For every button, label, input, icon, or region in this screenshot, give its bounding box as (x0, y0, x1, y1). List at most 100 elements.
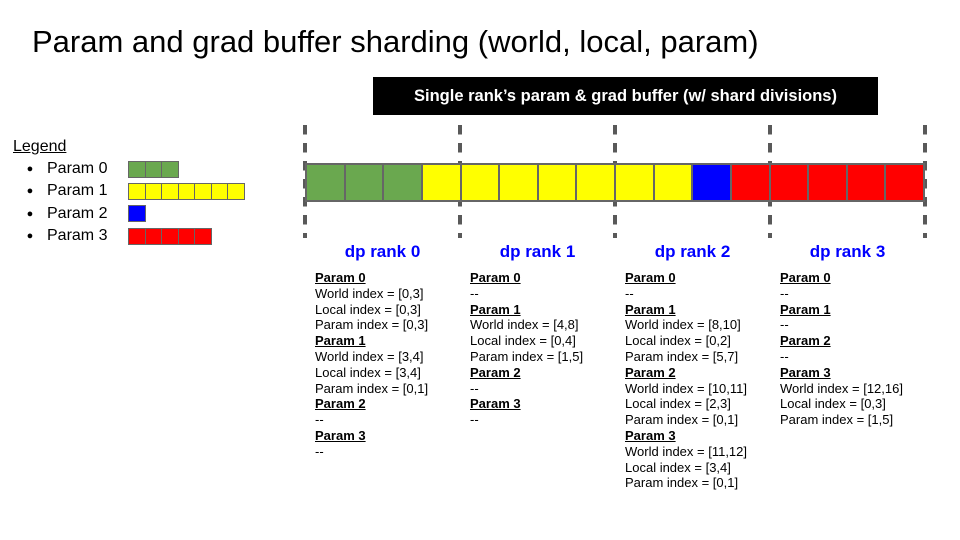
param-entry-line: Local index = [3,4] (315, 364, 421, 380)
buffer-cell-param3 (807, 163, 848, 202)
buffer-cell-param1 (652, 163, 694, 202)
param-entry-line: -- (470, 285, 479, 301)
legend-swatch-cell (177, 182, 196, 200)
param-entry-line: Local index = [3,4] (625, 459, 731, 475)
param-entry-name: Param 3 (315, 427, 366, 443)
dp-rank-label-1: dp rank 1 (499, 242, 576, 261)
param-entry-line: -- (780, 317, 789, 333)
buffer-banner-label: Single rank’s param & grad buffer (w/ sh… (414, 86, 837, 105)
param-entry-name: Param 1 (315, 333, 366, 349)
dp-rank-label-2: dp rank 2 (654, 242, 731, 261)
param-grad-buffer-bar (305, 163, 925, 202)
legend-swatch-cell (177, 227, 196, 245)
legend-item-label: Param 3 (47, 227, 108, 245)
dp-rank-column-3: Param 0 -- Param 1 -- Param 2 -- Param 3 World … (780, 270, 932, 428)
buffer-banner: Single rank’s param & grad buffer (w/ sh… (373, 77, 878, 115)
legend-swatch-cell (210, 182, 229, 200)
buffer-cell-param3 (768, 163, 810, 202)
param-entry-line: Local index = [0,2] (625, 333, 731, 349)
param-entry-line: World index = [4,8] (470, 317, 579, 333)
buffer-cell-param1 (614, 163, 655, 202)
buffer-cell-param3 (845, 163, 887, 202)
param-entry-line: World index = [3,4] (315, 348, 424, 364)
param-entry-name: Param 2 (315, 396, 366, 412)
legend-swatch-cell (161, 227, 179, 245)
legend-item-param-2: ● Param 2 (13, 204, 146, 224)
buffer-cell-param1 (498, 163, 539, 202)
dp-rank-column-2: Param 0 -- Param 1 World index = [8,10] Loca… (625, 270, 777, 491)
param-entry-line: Param index = [0,3] (315, 317, 429, 333)
param-entry-name: Param 0 (780, 270, 831, 285)
param-entry-line: -- (625, 285, 634, 301)
legend-swatch-cell (227, 182, 245, 200)
legend-item-param-1: ● Param 1 (13, 181, 245, 201)
param-entry-name: Param 0 (625, 270, 676, 285)
legend-item-label: Param 2 (47, 204, 108, 222)
legend-swatch-cell (144, 227, 163, 245)
legend-heading: Legend (13, 138, 67, 155)
param-entry-line: World index = [12,16] (780, 380, 903, 396)
legend-swatch-cell (144, 160, 163, 178)
param-entry-line: Local index = [0,3] (780, 396, 886, 412)
param-entry-name: Param 3 (470, 396, 521, 412)
param-entry-name: Param 2 (625, 364, 676, 380)
param-entry-line: World index = [10,11] (625, 380, 748, 396)
param-entry-name: Param 2 (470, 364, 521, 380)
legend-item-param-3: ● Param 3 (13, 226, 212, 246)
param-entry-line: -- (470, 380, 479, 396)
legend-swatch-cell (144, 182, 163, 200)
page-title: Param and grad buffer sharding (world, l… (32, 24, 759, 59)
legend-item-label: Param 0 (47, 160, 108, 177)
param-entry-line: Param index = [1,5] (780, 412, 894, 428)
param-entry-name: Param 2 (780, 333, 831, 349)
legend-swatch-cells (128, 160, 179, 178)
legend-item-param-0: ● Param 0 (13, 159, 179, 179)
param-entry-line: Local index = [2,3] (625, 396, 731, 412)
param-entry-name: Param 0 (470, 270, 521, 285)
buffer-cell-param0 (382, 163, 423, 202)
legend-swatch-cell (128, 160, 146, 178)
param-entry-name: Param 3 (625, 427, 676, 443)
legend-swatch-cells (128, 182, 245, 200)
param-entry-line: -- (780, 285, 789, 301)
buffer-cell-param1 (575, 163, 616, 202)
legend-swatch-cell (128, 205, 146, 223)
param-entry-line: -- (780, 348, 789, 364)
param-entry-line: Param index = [5,7] (625, 348, 739, 364)
legend-swatch-cell (161, 182, 179, 200)
dp-rank-label-3: dp rank 3 (809, 242, 886, 261)
buffer-cell-param0 (305, 163, 346, 202)
legend-swatch-cell (194, 227, 212, 245)
param-entry-line: Param index = [0,1] (315, 380, 429, 396)
param-entry-line: -- (315, 412, 324, 428)
dp-rank-label-0: dp rank 0 (344, 242, 421, 261)
param-entry-line: World index = [0,3] (315, 285, 424, 301)
dp-rank-column-0: Param 0 World index = [0,3] Local index = … (315, 270, 467, 460)
bullet-icon: ● (26, 185, 34, 198)
buffer-cell-param1 (536, 163, 578, 202)
bullet-icon: ● (26, 163, 34, 175)
param-entry-line: -- (470, 412, 479, 428)
param-entry-name: Param 1 (780, 301, 831, 317)
param-entry-name: Param 0 (315, 270, 366, 285)
buffer-cell-param2 (691, 163, 732, 202)
param-entry-line: Param index = [0,1] (625, 412, 739, 428)
param-entry-line: Param index = [0,1] (625, 475, 739, 491)
legend-swatch-cells (128, 227, 212, 245)
legend-swatch-cell (128, 182, 146, 200)
legend-swatch-cells (128, 205, 146, 223)
buffer-cell-param1 (459, 163, 501, 202)
param-entry-name: Param 1 (625, 301, 676, 317)
buffer-cell-param0 (343, 163, 385, 202)
bullet-icon: ● (26, 207, 34, 220)
param-entry-line: Param index = [1,5] (470, 348, 584, 364)
param-entry-name: Param 3 (780, 364, 831, 380)
legend-swatch-cell (194, 182, 212, 200)
param-entry-line: World index = [11,12] (625, 443, 748, 459)
legend-swatch-cell (128, 227, 146, 245)
buffer-cell-param3 (884, 163, 925, 202)
param-entry-line: Local index = [0,4] (470, 333, 576, 349)
buffer-cell-param3 (729, 163, 771, 202)
bullet-icon: ● (26, 230, 34, 243)
